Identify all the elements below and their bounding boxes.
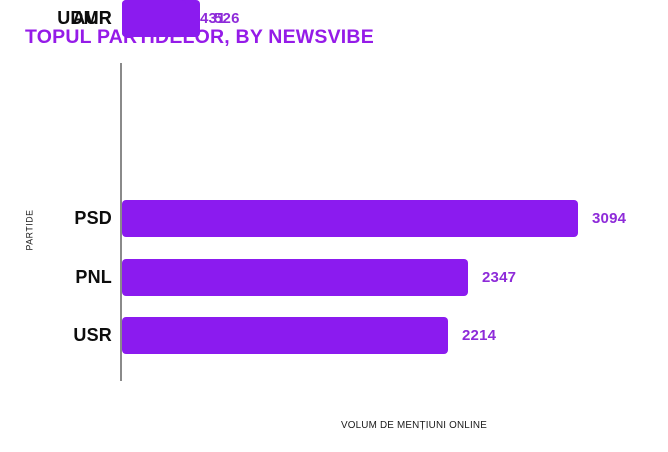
category-label: PNL [75,267,112,287]
y-axis-line [120,63,122,381]
category-label: AUR [72,8,112,28]
bar-row: PNL 2347 [0,259,668,296]
value-label: 2214 [462,327,497,344]
bar-row: AUR 431 [0,0,668,37]
category-label: USR [73,325,112,345]
bar-row: PSD 3094 [0,200,668,237]
value-label: 526 [214,10,240,27]
x-axis-label: VOLUM DE MENȚIUNI ONLINE [340,419,488,431]
value-label: 431 [200,10,226,27]
bar-usr [122,317,448,354]
value-label: 2347 [482,269,517,286]
bar-row: USR 2214 [0,317,668,354]
chart-title: TOPUL PARTIDELOR, BY NEWSVIBE [25,26,374,48]
bar-aur [122,0,186,37]
category-label: PSD [74,208,112,228]
bar-psd [122,200,578,237]
bar-pnl [122,259,468,296]
value-label: 3094 [592,210,627,227]
category-label: UDMR [57,8,112,28]
